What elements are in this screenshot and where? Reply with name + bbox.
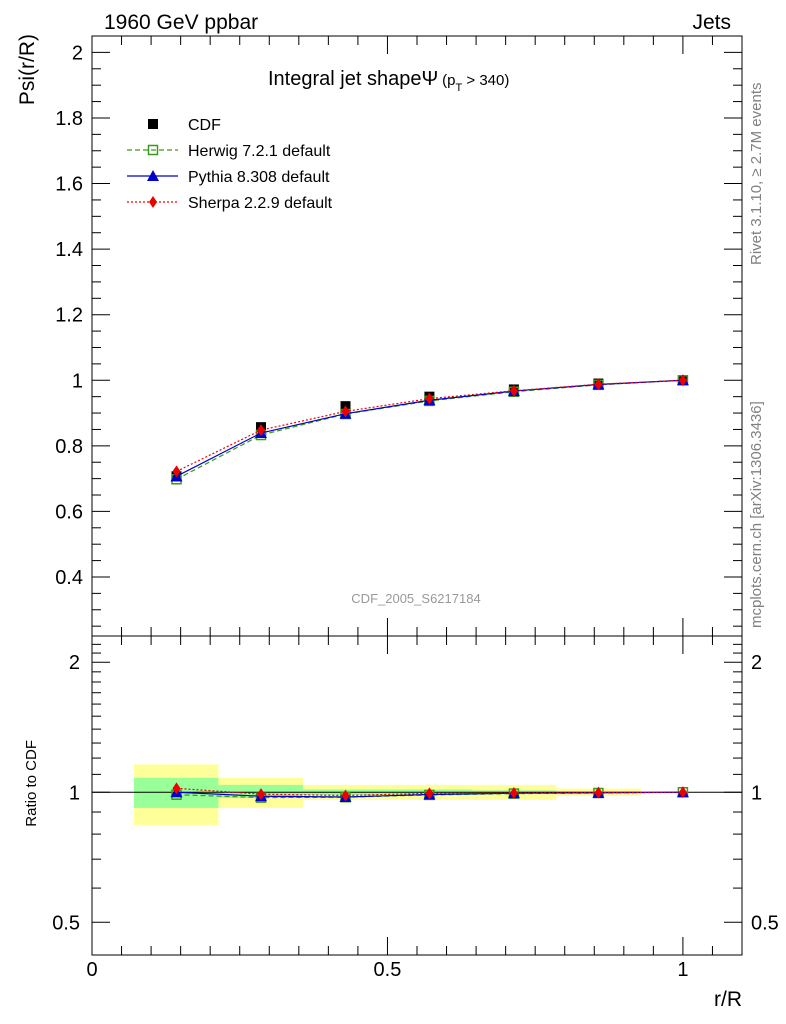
legend-marker-herwig xyxy=(147,144,159,156)
x-tick-label: 0 xyxy=(86,959,97,981)
legend: CDF Herwig 7.2.1 default Pythia 8.308 defa… xyxy=(127,117,333,212)
ratio-point-sherpa xyxy=(678,786,687,799)
legend-label-sherpa: Sherpa 2.2.9 default xyxy=(188,195,333,212)
main-point-sherpa xyxy=(172,465,181,478)
x-tick-label: 1 xyxy=(677,959,688,981)
axes: 0 0.5 1 0.4 0.6 0.8 1 1.2 1.4 1.6 1.8 2 0.5 0.5 1 1 2 2 xyxy=(52,35,779,981)
y-tick-label: 0.8 xyxy=(55,436,83,458)
ratio-y-tick-label-left: 2 xyxy=(69,652,80,674)
main-point-sherpa xyxy=(594,378,603,391)
y-tick-label: 0.4 xyxy=(55,567,83,589)
y-tick-label: 1.4 xyxy=(55,239,83,261)
legend-label-herwig: Herwig 7.2.1 default xyxy=(188,143,331,160)
main-series xyxy=(170,374,689,485)
main-title: Integral jet shapeΨ (pT > 340) xyxy=(268,68,509,94)
ratio-y-tick-label-right: 2 xyxy=(751,652,762,674)
ratio-y-tick-label-right: 0.5 xyxy=(751,912,779,934)
y-tick-label: 1.2 xyxy=(55,305,83,327)
ratio-point-sherpa xyxy=(257,788,265,801)
y-tick-label: 2 xyxy=(72,42,83,64)
legend-label-pythia: Pythia 8.308 default xyxy=(188,169,330,186)
y-tick-label: 1.6 xyxy=(55,174,83,196)
header-left: 1960 GeV ppbar xyxy=(104,11,258,34)
ratio-y-tick-label-left: 0.5 xyxy=(52,912,80,934)
main-point-sherpa xyxy=(425,392,434,405)
legend-marker-sherpa xyxy=(149,196,157,208)
main-point-sherpa xyxy=(509,384,518,397)
ratio-point-sherpa xyxy=(425,787,434,800)
analysis-id: CDF_2005_S6217184 xyxy=(351,591,480,606)
ratio-uncertainty-bands xyxy=(133,764,641,825)
ratio-point-sherpa xyxy=(594,786,603,799)
ratio-y-tick-label-right: 1 xyxy=(751,782,762,804)
ratio-series xyxy=(170,782,689,803)
ratio-point-sherpa xyxy=(172,782,181,795)
y-tick-label: 1.8 xyxy=(55,108,83,130)
ratio-y-tick-label-left: 1 xyxy=(69,782,80,804)
y-tick-label: 1 xyxy=(72,370,83,392)
rivet-label: Rivet 3.1.10, ≥ 2.7M events xyxy=(748,83,765,266)
x-axis-label: r/R xyxy=(714,988,742,1011)
main-point-sherpa xyxy=(257,424,265,437)
legend-label-cdf: CDF xyxy=(188,117,221,134)
x-tick-label: 0.5 xyxy=(374,959,402,981)
main-ylabel: Psi(r/R) xyxy=(16,34,39,105)
legend-marker-cdf xyxy=(148,119,158,129)
main-point-sherpa xyxy=(678,374,687,387)
mcplots-label: mcplots.cern.ch [arXiv:1306.3436] xyxy=(748,401,765,628)
y-tick-label: 0.6 xyxy=(55,501,83,523)
header-right: Jets xyxy=(692,11,731,34)
ratio-point-sherpa xyxy=(509,787,518,800)
ratio-point-sherpa xyxy=(341,789,350,802)
ratio-ylabel: Ratio to CDF xyxy=(23,740,40,827)
legend-marker-pythia xyxy=(147,170,159,181)
main-point-sherpa xyxy=(341,405,350,418)
